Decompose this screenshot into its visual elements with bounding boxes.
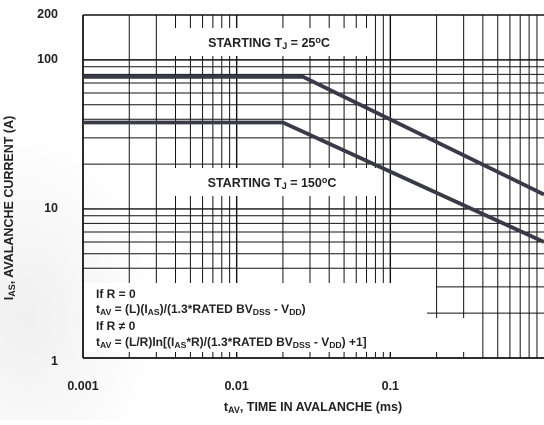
formula-line-1: If R = 0 [96,287,136,301]
formula-box [84,283,427,352]
formula-line-3: If R ≠ 0 [96,319,136,333]
formula-line-2: tAV = (L)(IAS)/(1.3*RATED BVDSS - VDD) [96,302,306,317]
y-tick-label: 100 [37,52,58,66]
x-tick-label: 0.1 [382,379,399,393]
x-axis-label: tAV, TIME IN AVALANCHE (ms) [224,400,402,415]
tick-label-layer: 0.001 0.01 0.1 1 10 100 200 [37,7,399,393]
formula-line-4: tAV = (L/R)ln[(IAS*R)/(1.3*RATED BVDSS -… [96,335,367,350]
formula-box-extension [427,283,436,303]
y-tick-label: 10 [44,201,58,215]
y-tick-label: 200 [37,7,58,21]
ann-25-label: STARTING TJ = 25oC [208,35,330,51]
annotation-layer: STARTING TJ = 25oC STARTING TJ = 150oC If … [84,28,479,352]
series-line-2 [83,120,544,244]
series-line-1 [83,74,544,197]
ann-25-box [171,28,368,56]
ann-150-box [169,168,376,196]
y-tick-label: 1 [51,354,58,368]
x-tick-label: 0.01 [224,379,248,393]
x-tick-label: 0.001 [67,379,98,393]
formula-box-extension [427,318,479,352]
ann-150-label: STARTING TJ = 150oC [208,175,337,191]
series-layer [83,74,544,244]
y-axis-label: IAS, AVALANCHE CURRENT (A) [2,116,17,301]
